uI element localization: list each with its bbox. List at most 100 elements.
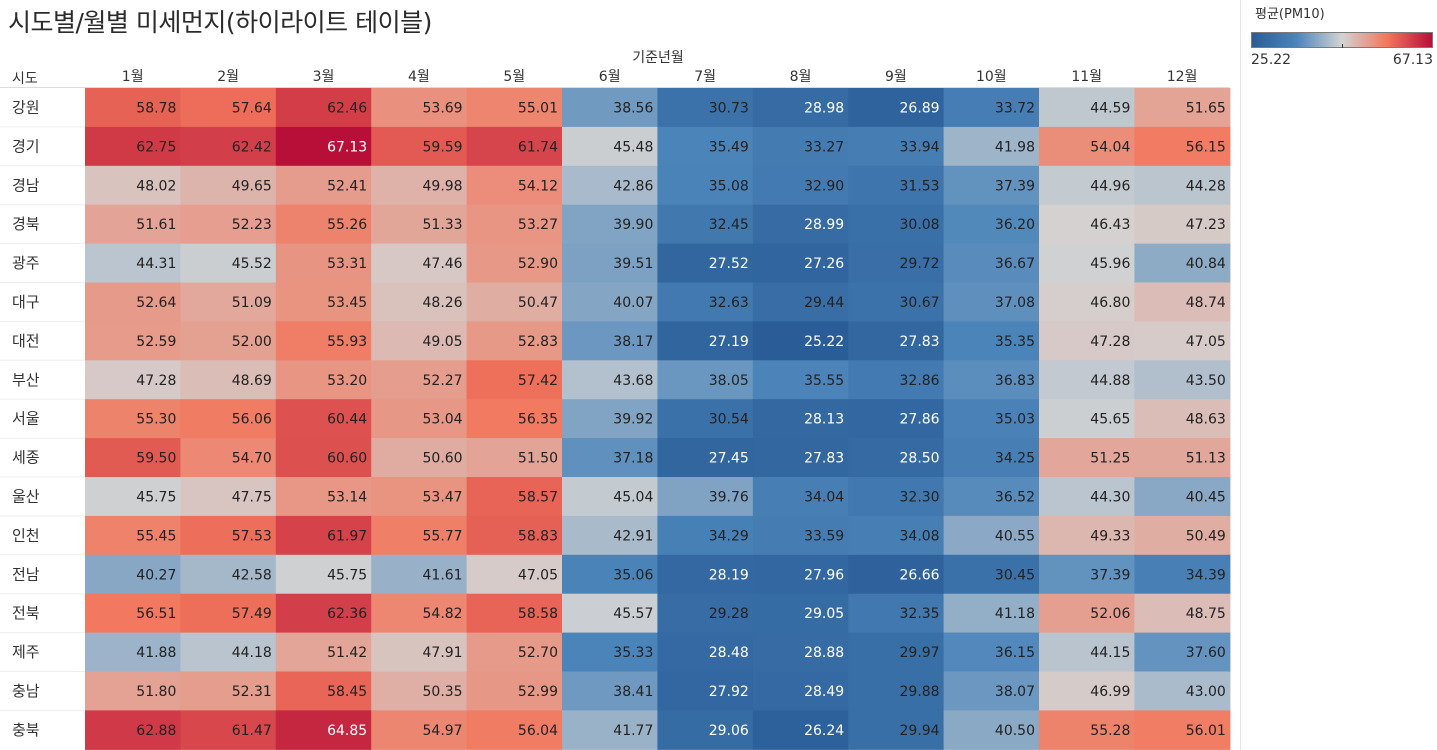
row-label: 세종 xyxy=(12,449,40,467)
heatmap-cell xyxy=(85,399,181,439)
cell-value-label: 49.98 xyxy=(423,178,463,194)
cell-value-label: 38.17 xyxy=(613,334,653,350)
heatmap-cell xyxy=(180,593,277,634)
heatmap-cell xyxy=(371,515,468,556)
heatmap-cell xyxy=(371,243,468,284)
cell-value-label: 64.85 xyxy=(327,723,367,739)
heatmap-cell xyxy=(85,438,181,478)
cell-value-label: 50.35 xyxy=(423,684,463,700)
heatmap-cell xyxy=(1134,282,1231,322)
cell-value-label: 28.19 xyxy=(709,567,749,583)
heatmap-cell xyxy=(657,126,754,167)
heatmap-cell xyxy=(943,632,1040,673)
cell-value-label: 39.51 xyxy=(613,256,653,272)
column-group-label: 기준년월 xyxy=(632,50,684,66)
heatmap-cell xyxy=(848,360,945,400)
cell-value-label: 27.26 xyxy=(804,256,844,272)
cell-value-label: 61.47 xyxy=(232,723,272,739)
cell-value-label: 27.19 xyxy=(709,334,749,350)
heatmap-cell xyxy=(180,399,277,439)
cell-value-label: 53.31 xyxy=(327,256,367,272)
cell-value-label: 42.86 xyxy=(613,178,653,194)
cell-value-label: 48.63 xyxy=(1186,412,1226,428)
heatmap-cell xyxy=(180,282,277,322)
heatmap-cell xyxy=(562,554,658,595)
heatmap-cell xyxy=(943,515,1040,556)
cell-value-label: 55.45 xyxy=(136,528,176,544)
heatmap-cell xyxy=(275,515,372,556)
cell-value-label: 26.24 xyxy=(804,723,844,739)
cell-value-label: 62.46 xyxy=(327,100,367,116)
heatmap-cell xyxy=(943,321,1040,361)
cell-value-label: 41.18 xyxy=(995,606,1035,622)
cell-value-label: 32.63 xyxy=(709,295,749,311)
heatmap-cell xyxy=(85,632,181,673)
cell-value-label: 30.67 xyxy=(900,295,940,311)
heatmap-cell xyxy=(180,88,277,128)
heatmap-cell xyxy=(275,165,372,206)
heatmap-cell xyxy=(180,710,277,750)
cell-value-label: 27.83 xyxy=(900,334,940,350)
heatmap-cell xyxy=(371,399,468,439)
row-label: 충북 xyxy=(12,721,40,739)
legend-panel xyxy=(1240,0,1437,750)
cell-value-label: 38.07 xyxy=(995,684,1035,700)
cell-value-label: 57.49 xyxy=(232,606,272,622)
cell-value-label: 59.59 xyxy=(423,139,463,155)
heatmap-cell xyxy=(1134,88,1231,128)
row-label: 대전 xyxy=(12,332,40,350)
heatmap-cell xyxy=(1134,204,1231,245)
heatmap-cell xyxy=(752,321,849,361)
heatmap-cell xyxy=(657,632,754,673)
cell-value-label: 26.66 xyxy=(900,567,940,583)
cell-value-label: 25.22 xyxy=(804,334,844,350)
heatmap-cell xyxy=(752,593,849,634)
month-label: 6월 xyxy=(599,69,621,85)
cell-value-label: 52.83 xyxy=(518,334,558,350)
cell-value-label: 49.65 xyxy=(232,178,272,194)
cell-value-label: 32.35 xyxy=(900,606,940,622)
cell-value-label: 30.73 xyxy=(709,100,749,116)
heatmap-cell xyxy=(943,126,1040,167)
heatmap-cell xyxy=(752,477,849,517)
heatmap-cell xyxy=(562,321,658,361)
heatmap-cell xyxy=(848,710,945,750)
cell-value-label: 50.47 xyxy=(518,295,558,311)
cell-value-label: 45.75 xyxy=(136,489,176,505)
heatmap-cell xyxy=(1134,710,1231,750)
month-label: 12월 xyxy=(1167,69,1198,85)
heatmap-cell xyxy=(275,438,372,478)
cell-value-label: 29.88 xyxy=(900,684,940,700)
cell-value-label: 39.90 xyxy=(613,217,653,233)
cell-value-label: 54.12 xyxy=(518,178,558,194)
cell-value-label: 33.94 xyxy=(900,139,940,155)
heatmap-cell xyxy=(562,243,658,284)
heatmap-cell xyxy=(275,321,372,361)
cell-value-label: 27.52 xyxy=(709,256,749,272)
cell-value-label: 35.33 xyxy=(613,645,653,661)
cell-value-label: 52.27 xyxy=(423,373,463,389)
cell-value-label: 40.55 xyxy=(995,528,1035,544)
heatmap-cell xyxy=(1039,165,1135,206)
cell-value-label: 28.98 xyxy=(804,100,844,116)
heatmap-cell xyxy=(943,165,1040,206)
cell-value-label: 39.92 xyxy=(613,412,653,428)
heatmap-cell xyxy=(466,438,563,478)
heatmap-cell xyxy=(562,88,658,128)
month-label: 4월 xyxy=(408,69,430,85)
heatmap-cell xyxy=(657,438,754,478)
heatmap-cell xyxy=(85,710,181,750)
cell-value-label: 47.28 xyxy=(136,373,176,389)
cell-value-label: 51.09 xyxy=(232,295,272,311)
heatmap-cell xyxy=(562,360,658,400)
cell-value-label: 48.26 xyxy=(423,295,463,311)
heatmap-cell xyxy=(752,515,849,556)
heatmap-cell xyxy=(848,632,945,673)
cell-value-label: 53.20 xyxy=(327,373,367,389)
cell-value-label: 50.60 xyxy=(423,451,463,467)
cell-value-label: 45.48 xyxy=(613,139,653,155)
row-label: 부산 xyxy=(12,371,40,389)
heatmap-cell xyxy=(1039,554,1135,595)
cell-value-label: 48.69 xyxy=(232,373,272,389)
cell-value-label: 32.45 xyxy=(709,217,749,233)
